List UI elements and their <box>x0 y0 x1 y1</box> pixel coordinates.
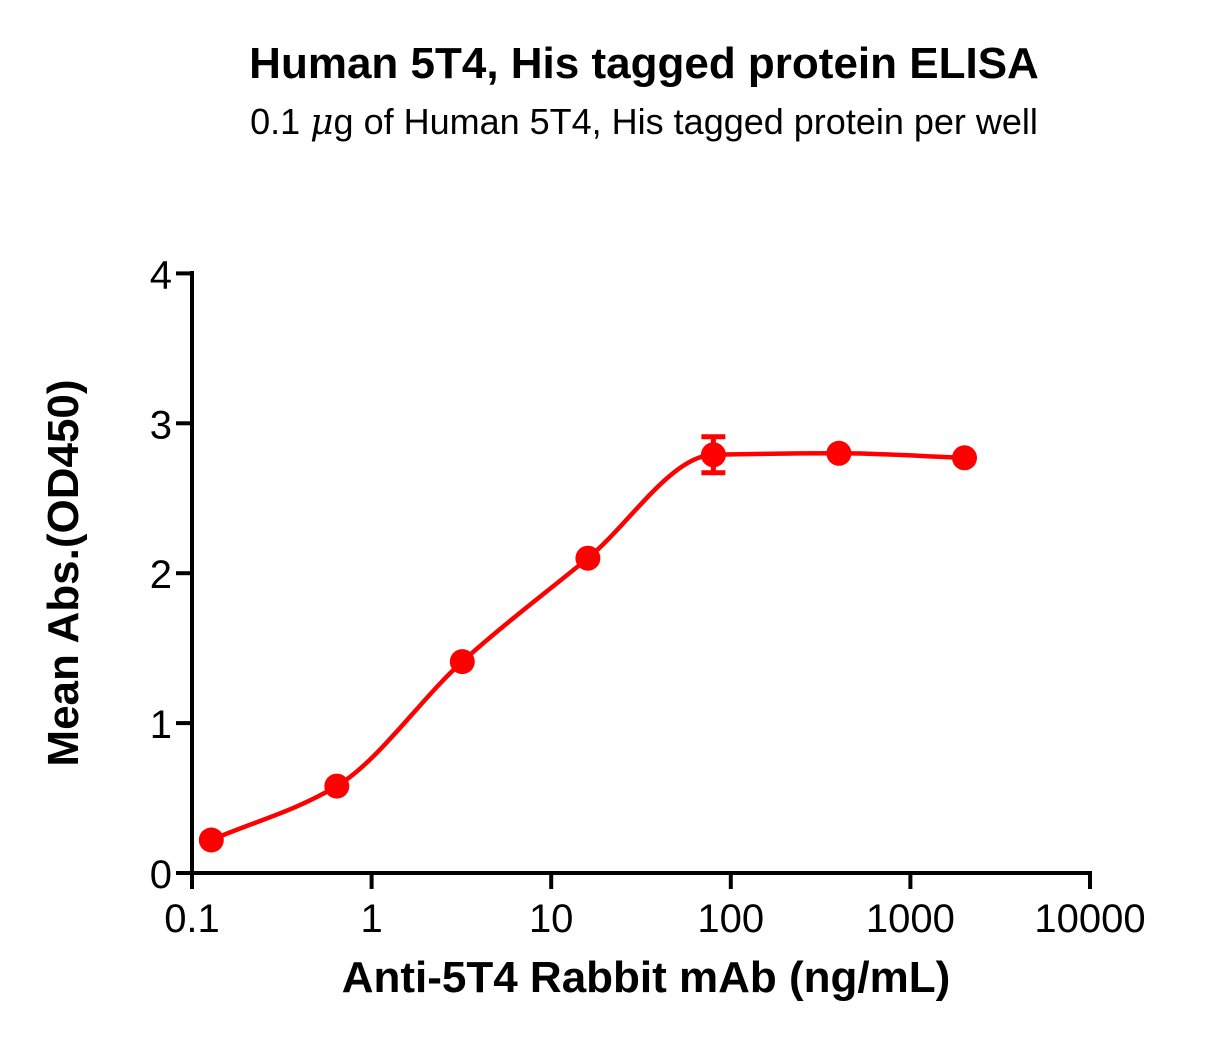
y-tick-label: 2 <box>150 553 172 597</box>
x-tick-label: 10 <box>529 897 574 941</box>
y-axis-label: Mean Abs.(OD450) <box>39 379 88 767</box>
figure-subtitle: 0.1 μg of Human 5T4, His tagged protein … <box>250 102 1038 143</box>
mu-symbol: μ <box>310 102 334 143</box>
x-tick-label: 1000 <box>866 897 955 941</box>
x-tick-label: 10000 <box>1034 897 1145 941</box>
subtitle-prefix: 0.1 <box>250 101 311 142</box>
data-point <box>198 827 224 853</box>
data-point <box>449 649 475 675</box>
x-tick-label: 100 <box>697 897 764 941</box>
x-tick-label: 0.1 <box>164 897 220 941</box>
x-tick-label: 1 <box>360 897 382 941</box>
y-tick-label: 0 <box>150 853 172 897</box>
y-tick-label: 3 <box>150 403 172 447</box>
data-point <box>575 545 601 571</box>
data-point <box>952 445 977 471</box>
x-axis-label: Anti-5T4 Rabbit mAb (ng/mL) <box>341 953 951 1002</box>
data-point <box>826 440 852 466</box>
fit-curve <box>209 451 967 843</box>
y-tick-label: 1 <box>150 703 172 747</box>
data-point <box>324 773 350 799</box>
data-point <box>700 442 726 468</box>
subtitle-suffix: g of Human 5T4, His tagged protein per w… <box>333 101 1038 142</box>
y-tick-label: 4 <box>150 253 172 297</box>
figure-title: Human 5T4, His tagged protein ELISA <box>249 39 1039 88</box>
